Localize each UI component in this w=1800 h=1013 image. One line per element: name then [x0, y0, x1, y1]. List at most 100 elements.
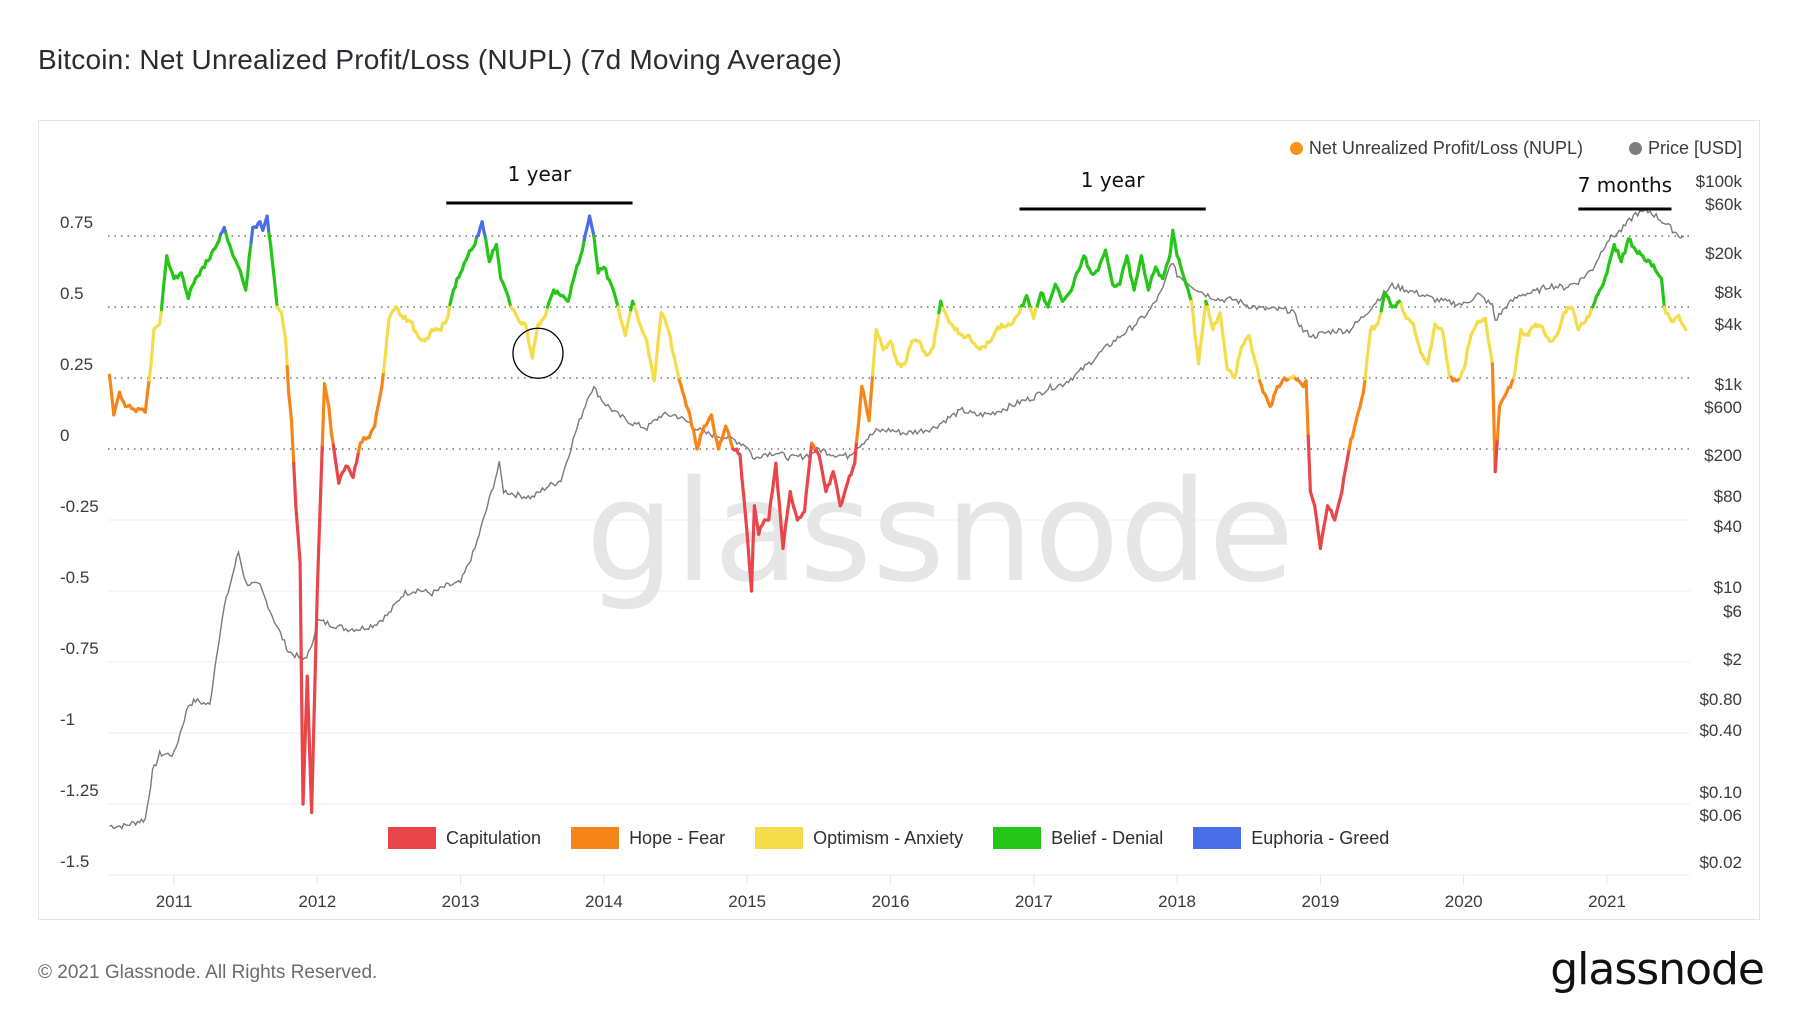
glassnode-logo[interactable]: glassnode: [1550, 944, 1765, 995]
nupl-segment: [776, 485, 782, 506]
y-axis-left: 0.75 0.5 0.25 0 -0.25 -0.5 -0.75 -1 -1.25 -1.5: [60, 213, 99, 871]
nupl-segment: [590, 224, 596, 238]
nupl-segment: [709, 413, 715, 427]
nupl-segment: [351, 465, 357, 479]
nupl-segment: [592, 234, 598, 257]
x-tick-label: 2016: [872, 892, 910, 911]
legend-label: Net Unrealized Profit/Loss (NUPL): [1308, 138, 1583, 158]
nupl-segment: [688, 413, 694, 428]
y-right-tick-label: $0.40: [1699, 721, 1742, 740]
nupl-segment: [568, 283, 574, 297]
y-tick-label: 0: [60, 426, 69, 445]
legend-item-capitulation: Capitulation: [388, 827, 541, 849]
nupl-segment: [854, 425, 860, 444]
y-tick-label: -1.5: [60, 852, 89, 871]
y-tick-label: -1.25: [60, 781, 99, 800]
nupl-segment: [1256, 368, 1262, 383]
nupl-segment: [383, 333, 389, 357]
nupl-segment: [1342, 467, 1348, 481]
nupl-segment: [738, 453, 744, 479]
nupl-segment: [652, 365, 658, 383]
hope-fear-swatch-icon: [571, 827, 620, 849]
nupl-segment: [1171, 228, 1177, 245]
nupl-segment: [269, 243, 275, 265]
nupl-segment: [767, 501, 773, 522]
nupl-segment: [245, 255, 251, 278]
x-tick-label: 2018: [1158, 892, 1196, 911]
nupl-segment: [270, 261, 276, 281]
nupl-segment: [525, 328, 531, 345]
y-right-tick-label: $0.10: [1699, 783, 1742, 802]
legend-item-euphoria-greed: Euphoria - Greed: [1193, 827, 1389, 849]
nupl-segment: [654, 344, 660, 369]
nupl-segment: [1234, 359, 1240, 375]
legend-item-price[interactable]: Price [USD]: [1628, 138, 1742, 159]
y-right-tick-label: $1k: [1715, 375, 1743, 394]
y-tick-label: -0.75: [60, 639, 99, 658]
nupl-segment: [820, 470, 826, 484]
nupl-segment: [931, 331, 937, 349]
legend-label: Belief - Denial: [1051, 827, 1164, 848]
y-right-tick-label: $200: [1704, 446, 1742, 465]
y-right-tick-label: $6: [1723, 602, 1742, 621]
nupl-segment: [247, 241, 253, 259]
nupl-segment: [697, 433, 703, 447]
nupl-segment: [322, 382, 329, 397]
nupl-segment: [330, 433, 335, 447]
nupl-segment: [752, 504, 759, 522]
nupl-segment: [741, 492, 748, 516]
nupl-segment: [835, 485, 841, 499]
copyright: © 2021 Glassnode. All Rights Reserved.: [38, 962, 378, 983]
legend-item-optimism-anxiety: Optimism - Anxiety: [755, 827, 963, 849]
nupl-segment: [1196, 345, 1203, 366]
nupl-segment: [380, 370, 386, 389]
nupl-segment: [861, 391, 868, 404]
nupl-segment: [378, 384, 384, 399]
nupl-segment: [279, 311, 286, 329]
nupl-segment: [745, 532, 751, 565]
nupl-segment: [1318, 534, 1324, 551]
nupl-segment: [272, 277, 278, 295]
nupl-segment: [282, 325, 288, 343]
nupl-segment: [265, 214, 271, 235]
nupl-segment: [298, 560, 304, 685]
price-dot-icon: [1628, 142, 1642, 155]
nupl-segment: [867, 396, 873, 423]
nupl-segment: [1189, 299, 1195, 317]
nupl-segment: [1659, 277, 1665, 295]
y-axis-right: $100k $60k $20k $8k $4k $1k $600 $200 $80 $40 $10 $…: [1696, 172, 1743, 872]
nupl-segment: [534, 322, 540, 337]
nupl-segment: [143, 392, 149, 414]
y-tick-label: -0.5: [60, 568, 89, 587]
nupl-segment: [161, 271, 167, 291]
nupl-segment: [318, 443, 324, 508]
nupl-segment: [1490, 362, 1496, 420]
nupl-segment: [331, 443, 337, 461]
nupl-segment: [1141, 262, 1147, 277]
annotations: 1 year 1 year 7 months: [446, 162, 1672, 379]
nupl-segment: [580, 238, 586, 252]
y-right-tick-label: $80: [1714, 487, 1742, 506]
optimism-anxiety-swatch-icon: [755, 827, 804, 849]
nupl-segment: [1442, 337, 1448, 355]
nupl-segment: [149, 345, 155, 366]
nupl-segment: [784, 504, 791, 521]
nupl-segment: [150, 328, 156, 349]
nupl-segment: [305, 674, 311, 747]
nupl-segment: [1444, 351, 1450, 366]
legend-item-nupl[interactable]: Net Unrealized Profit/Loss (NUPL): [1289, 138, 1583, 159]
x-tick-label: 2019: [1301, 892, 1339, 911]
nupl-segment: [317, 504, 322, 551]
nupl-segment: [802, 490, 808, 514]
nupl-series: [107, 214, 1688, 815]
price-line: [109, 208, 1685, 830]
y-right-tick-label: $2: [1723, 650, 1742, 669]
y-right-tick-label: $0.02: [1699, 853, 1742, 872]
x-tick-label: 2014: [585, 892, 623, 911]
nupl-segment: [313, 589, 319, 667]
nupl-segment: [1487, 340, 1493, 354]
nupl-segment: [743, 512, 749, 536]
y-right-tick-label: $8k: [1715, 283, 1743, 302]
y-right-tick-label: $0.06: [1699, 806, 1742, 825]
nupl-segment: [770, 475, 776, 494]
